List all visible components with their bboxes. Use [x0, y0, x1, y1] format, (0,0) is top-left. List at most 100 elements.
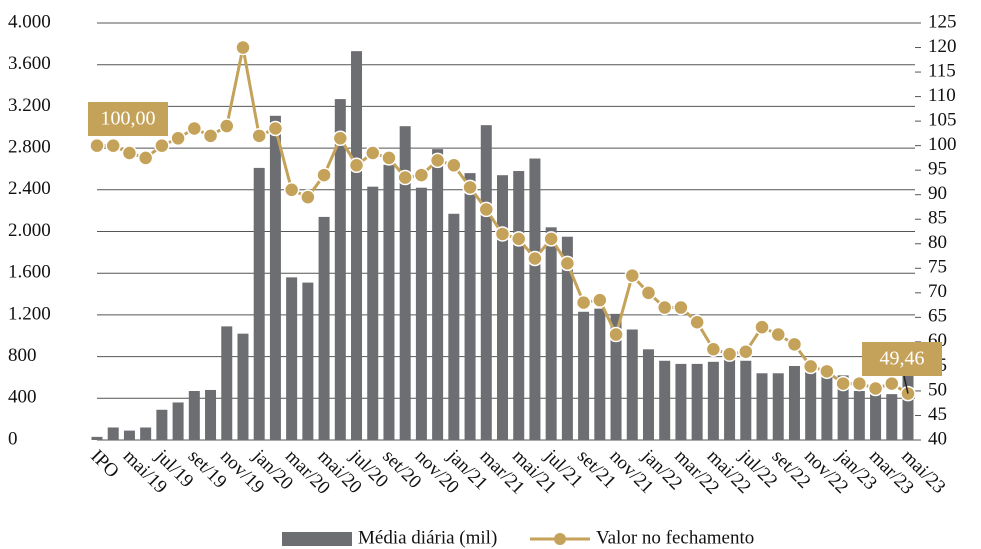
line-point: [121, 145, 138, 161]
bar: [253, 167, 265, 440]
bar: [756, 373, 768, 440]
line-point: [851, 375, 868, 392]
bar: [107, 427, 119, 440]
bar: [383, 164, 395, 440]
y2-tick-label: 45: [928, 404, 947, 425]
line-point: [721, 346, 738, 362]
bar: [853, 391, 865, 440]
line-point: [705, 341, 722, 357]
line-point: [478, 201, 495, 218]
bar: [805, 360, 817, 440]
line-point: [413, 167, 430, 183]
bar: [399, 126, 411, 441]
line-point: [510, 231, 527, 247]
line-point: [592, 292, 608, 308]
bar: [788, 365, 800, 440]
line-point: [397, 169, 413, 186]
line-point: [527, 250, 543, 267]
bar: [707, 361, 719, 440]
bar: [123, 430, 135, 440]
bar: [367, 186, 379, 440]
line-point: [446, 157, 462, 174]
line-point: [754, 319, 770, 335]
legend-swatch: [282, 532, 352, 546]
legend-swatch: [554, 533, 566, 545]
line-point: [608, 326, 624, 343]
line-point: [219, 118, 235, 134]
value-label-box: [88, 102, 168, 136]
line-point: [559, 255, 576, 272]
bar: [545, 227, 557, 440]
line-point: [624, 267, 641, 284]
value-label: 49,46: [880, 348, 925, 370]
y-tick-label: 1.200: [8, 303, 51, 324]
line-point: [429, 152, 446, 169]
y-tick-label: 2.800: [8, 136, 51, 157]
line-point: [835, 375, 851, 392]
line-point: [786, 336, 803, 353]
bar: [497, 175, 508, 440]
line-point: [770, 326, 786, 343]
bar: [188, 391, 200, 440]
y2-tick-label: 120: [928, 36, 957, 57]
y2-tick-label: 65: [928, 306, 947, 327]
y-tick-label: 2.000: [8, 220, 51, 241]
value-label-box: [862, 342, 942, 376]
bar: [659, 360, 671, 440]
bar: [902, 371, 914, 440]
line-point: [300, 189, 316, 205]
y2-tick-label: 110: [928, 85, 956, 106]
y-tick-label: 1.600: [8, 262, 51, 283]
bar: [529, 158, 541, 440]
y2-tick-label: 85: [928, 208, 947, 229]
x-tick-label: IPO: [86, 446, 123, 483]
y2-tick-label: 70: [928, 281, 947, 302]
line-point: [640, 285, 657, 301]
bar: [837, 375, 849, 440]
bar: [610, 313, 622, 440]
line-point: [381, 150, 397, 166]
line-point: [154, 137, 170, 154]
bar: [269, 115, 281, 440]
bar: [172, 402, 184, 440]
y2-tick-label: 90: [928, 183, 947, 204]
line-point: [673, 299, 689, 316]
line-point: [137, 150, 154, 166]
bar: [675, 363, 687, 440]
bar: [221, 326, 233, 440]
line-point: [105, 137, 121, 154]
line-point: [251, 128, 267, 144]
line-point: [316, 167, 332, 183]
y2-tick-label: 40: [928, 428, 947, 449]
line-point: [186, 120, 203, 137]
line-point: [689, 314, 705, 331]
line-point: [364, 145, 381, 161]
bar: [91, 436, 103, 440]
bar: [286, 277, 298, 440]
bar: [318, 216, 330, 440]
bar: [642, 349, 654, 440]
bar: [626, 329, 638, 440]
line-point: [575, 294, 592, 311]
bar: [740, 360, 752, 440]
value-label: 100,00: [101, 108, 156, 130]
line-point: [89, 137, 105, 154]
bar: [334, 99, 346, 440]
y2-tick-label: 75: [928, 257, 947, 278]
y2-tick-label: 80: [928, 232, 947, 253]
line-point: [332, 130, 349, 147]
bar: [205, 389, 217, 440]
line-point: [738, 343, 754, 360]
bar: [351, 51, 363, 441]
line-point: [656, 299, 673, 316]
bar: [691, 363, 703, 440]
bar: [140, 427, 152, 440]
bar: [237, 333, 249, 440]
line-point: [267, 120, 284, 137]
line-point: [802, 358, 819, 375]
y2-tick-label: 115: [928, 60, 956, 81]
y2-tick-label: 95: [928, 159, 947, 180]
line-point: [884, 375, 900, 392]
legend-label: Média diária (mil): [358, 527, 497, 548]
